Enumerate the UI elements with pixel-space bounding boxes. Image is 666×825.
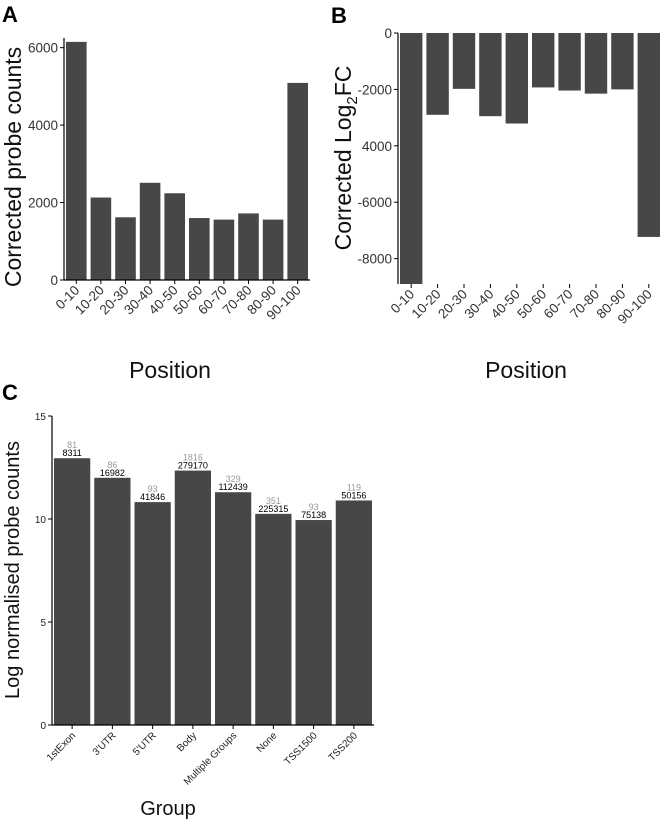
- panel-a-x-title: Position: [129, 357, 211, 383]
- panel-c-y-tick-label: 5: [40, 618, 46, 629]
- panel-a-bar-60-70: [213, 219, 235, 280]
- panel-b-bar-70-80: [584, 33, 608, 94]
- panel-c-x-tick-label: TSS200: [327, 730, 361, 764]
- panel-c-bar-MultipleGroups: [215, 492, 252, 725]
- panel-c-chart: 8311811698286418469327917018161124393292…: [2, 412, 374, 820]
- panel-c-y-tick-label: 10: [35, 515, 47, 526]
- panel-letter-c: C: [2, 380, 18, 405]
- panel-letter-a: A: [2, 2, 18, 27]
- panel-c-bar-Body: [174, 470, 211, 725]
- panel-a-bar-90-100: [287, 82, 308, 281]
- panel-b-bar-60-70: [558, 33, 581, 91]
- panel-c-count-label: 279170: [178, 461, 208, 471]
- panel-a-y-tick-label: 2000: [28, 196, 58, 211]
- panel-c-count-label: 50156: [341, 490, 366, 500]
- panel-b-bar-80-90: [611, 33, 634, 90]
- panel-c-x-tick-label: 1stExon: [45, 730, 78, 763]
- panel-c-count-label: 8311: [62, 448, 81, 458]
- panel-c-x-title: Group: [140, 798, 196, 820]
- panel-c-gray-label: 86: [107, 460, 117, 470]
- panel-c-count-label: 16982: [100, 468, 125, 478]
- panel-b-y-title: Corrected Log2FC: [330, 66, 361, 251]
- panel-c-bar-1stExon: [54, 458, 91, 725]
- panel-b-x-axis: 0-1010-2020-3030-4040-5050-6060-7070-808…: [388, 284, 655, 327]
- panel-b-bar-10-20: [426, 33, 449, 115]
- panel-c-count-label: 112439: [218, 482, 247, 492]
- panel-a-bar-50-60: [189, 218, 210, 280]
- panel-c-count-label: 225315: [258, 504, 288, 514]
- panel-c-gray-label: 93: [148, 484, 158, 494]
- panel-b-y-title-sub: 2: [344, 96, 361, 104]
- panel-c-y-tick-label: 15: [35, 412, 47, 423]
- panel-c-x-tick-label: Body: [175, 730, 199, 754]
- panel-b-chart: 0 -2000 4000 -6000 -8000 0-1010-2020-3030-40…: [330, 26, 660, 383]
- panel-a-bar-80-90: [262, 219, 284, 280]
- panel-c-gray-label: 93: [309, 502, 319, 512]
- panel-b-bars: [400, 33, 660, 284]
- panel-a-y-title: Corrected probe counts: [0, 47, 26, 287]
- panel-c-x-tick-label: TSS1500: [282, 730, 320, 768]
- panel-a-bar-40-50: [164, 193, 185, 280]
- panel-c-data-labels: 8311811698286418469327917018161124393292…: [62, 440, 366, 520]
- panel-b-x-tick-label: 40-50: [488, 287, 523, 322]
- panel-b-bar-50-60: [532, 33, 555, 88]
- panel-b-bar-20-30: [452, 33, 476, 89]
- panel-c-bar-TSS1500: [295, 520, 332, 725]
- panel-b-y-tick-label: 0: [384, 26, 392, 41]
- panel-b-y-title-main: Corrected Log: [330, 105, 356, 251]
- panel-c-gray-label: 119: [347, 482, 361, 492]
- panel-b-x-tick-label: 50-60: [514, 287, 549, 322]
- panel-c-bar-None: [255, 513, 292, 725]
- panel-a-bar-0-10: [66, 41, 87, 280]
- panel-c-gray-label: 329: [226, 474, 241, 484]
- panel-a-bar-70-80: [238, 213, 259, 280]
- panel-letter-b: B: [331, 3, 347, 28]
- panel-b-y-tick-label: -6000: [357, 195, 392, 210]
- panel-a-x-axis: 0-1010-2020-3030-4040-5050-6060-7070-808…: [53, 280, 304, 323]
- panel-c-y-axis: 0 5 10 15: [35, 412, 52, 732]
- panel-b-y-title-tail: FC: [330, 66, 356, 97]
- panel-c-bar-3UTR: [94, 477, 131, 725]
- panel-b-x-title: Position: [485, 357, 567, 383]
- panel-c-x-tick-label: 5'UTR: [131, 730, 159, 758]
- panel-c-bar-5UTR: [134, 502, 171, 725]
- panel-a-y-tick-label: 6000: [28, 41, 58, 56]
- panel-b-x-tick-label: 70-80: [567, 287, 602, 322]
- panel-b-x-tick-label: 30-40: [461, 287, 496, 322]
- panel-c-x-tick-label: 3'UTR: [91, 730, 119, 758]
- panel-c-bar-TSS200: [335, 500, 372, 725]
- panel-a-bar-20-30: [115, 217, 136, 280]
- panel-c-gray-label: 81: [67, 440, 77, 450]
- panel-c-count-label: 75138: [301, 510, 326, 520]
- panel-c-y-title: Log normalised probe counts: [2, 441, 24, 699]
- panel-b-bar-0-10: [400, 33, 423, 284]
- panel-a-y-tick-label: 4000: [28, 118, 58, 133]
- panel-a-bars: [66, 41, 308, 281]
- panel-b-x-tick-label: 20-30: [435, 287, 470, 322]
- panel-a-bar-30-40: [139, 182, 161, 280]
- panel-b-y-tick-label: -2000: [357, 82, 392, 97]
- panel-c-x-tick-label: None: [255, 730, 280, 755]
- panel-c-gray-label: 1816: [183, 453, 203, 463]
- panel-c-gray-label: 351: [266, 496, 281, 506]
- panel-c-bars: [54, 458, 372, 725]
- panel-b-y-tick-label: 4000: [362, 139, 392, 154]
- panel-b-x-tick-label: 10-20: [409, 287, 444, 322]
- panel-b-y-tick-label: -8000: [357, 252, 392, 267]
- panel-b-bar-90-100: [637, 33, 660, 237]
- panel-a-bar-10-20: [90, 197, 112, 280]
- panel-b-bar-40-50: [505, 33, 528, 124]
- panel-c-y-tick-label: 0: [40, 721, 46, 732]
- panel-a-y-tick-label: 0: [50, 273, 58, 288]
- panel-c-count-label: 41846: [140, 492, 165, 502]
- panel-a-y-axis: 0 2000 4000 6000: [28, 41, 64, 288]
- panel-b-x-tick-label: 60-70: [541, 287, 576, 322]
- panel-a-chart: 0 2000 4000 6000 0-1010-2020-3030-4040-5050…: [0, 38, 310, 383]
- panel-b-bar-30-40: [479, 33, 502, 117]
- panel-b-y-axis: 0 -2000 4000 -6000 -8000: [357, 26, 398, 267]
